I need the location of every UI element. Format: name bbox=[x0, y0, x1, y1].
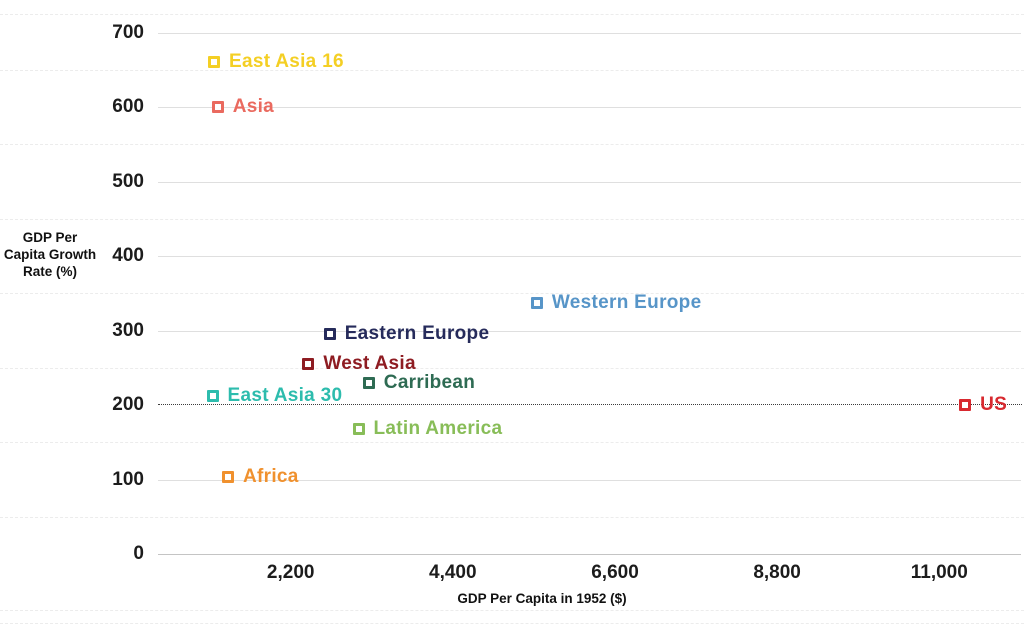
y-axis-tick-label: 500 bbox=[112, 170, 144, 192]
data-point-label: Latin America bbox=[373, 417, 503, 439]
gridline-minor bbox=[0, 609, 1024, 611]
data-point-label: East Asia 30 bbox=[227, 385, 343, 407]
x-axis-tick-label: 6,600 bbox=[591, 562, 639, 583]
x-axis-title: GDP Per Capita in 1952 ($) bbox=[457, 591, 627, 606]
gridline-major bbox=[158, 479, 1021, 481]
gridline-minor bbox=[0, 14, 1024, 15]
data-point-marker bbox=[222, 470, 234, 483]
gridline-minor bbox=[0, 622, 1024, 624]
reference-line bbox=[158, 404, 1022, 405]
gridline-major bbox=[158, 554, 1021, 555]
data-point-label: Eastern Europe bbox=[344, 323, 490, 345]
gridline-minor bbox=[0, 516, 1024, 518]
y-axis-tick-label: 600 bbox=[112, 96, 144, 118]
y-axis-title: GDP Per Capita Growth Rate (%) bbox=[0, 229, 100, 280]
x-axis-tick-label: 2,200 bbox=[266, 562, 315, 583]
data-point-label: Asia bbox=[232, 96, 275, 118]
x-axis-tick-label: 8,800 bbox=[753, 562, 801, 583]
y-axis-tick-label: 100 bbox=[112, 468, 144, 490]
y-axis-tick-label: 300 bbox=[112, 319, 144, 341]
y-axis-title-line-1: GDP Per bbox=[22, 230, 78, 245]
gridline-minor bbox=[0, 442, 1024, 444]
data-point-marker bbox=[352, 422, 365, 435]
data-point-marker bbox=[323, 328, 336, 341]
y-axis-tick-label: 400 bbox=[112, 245, 144, 267]
data-point-marker bbox=[530, 297, 543, 309]
data-point-label: Africa bbox=[243, 465, 299, 487]
gridline-minor bbox=[0, 218, 1024, 220]
y-axis-title-line-2: Capita Growth bbox=[3, 247, 97, 262]
y-axis-tick-label: 0 bbox=[133, 543, 144, 564]
gridline-major bbox=[158, 256, 1021, 258]
data-point-label: Carribean bbox=[383, 371, 476, 393]
gridline-minor bbox=[0, 144, 1024, 146]
x-axis-tick-label: 4,400 bbox=[429, 562, 477, 583]
data-point-label: Western Europe bbox=[551, 292, 702, 313]
data-point-label: US bbox=[980, 394, 1008, 415]
gridline-major bbox=[158, 181, 1021, 183]
data-point-marker bbox=[211, 101, 224, 114]
data-point-marker bbox=[959, 399, 972, 411]
data-point-marker bbox=[208, 56, 220, 69]
x-axis-tick-label: 11,000 bbox=[910, 562, 968, 583]
gridline-major bbox=[158, 107, 1021, 109]
y-axis-tick-label: 200 bbox=[112, 394, 144, 415]
data-point-marker bbox=[302, 358, 315, 371]
y-axis-title-line-3: Rate (%) bbox=[22, 264, 77, 279]
gridline-minor bbox=[0, 69, 1024, 71]
gridline-major bbox=[158, 330, 1021, 332]
data-point-marker bbox=[362, 376, 375, 389]
gridline-major bbox=[158, 32, 1021, 34]
data-point-marker bbox=[206, 390, 219, 403]
gridline-minor bbox=[0, 293, 1024, 295]
gridline-minor bbox=[0, 367, 1024, 369]
data-point-label: West Asia bbox=[323, 353, 416, 375]
data-point-label: East Asia 16 bbox=[229, 51, 344, 73]
y-axis-tick-label: 700 bbox=[112, 21, 144, 43]
